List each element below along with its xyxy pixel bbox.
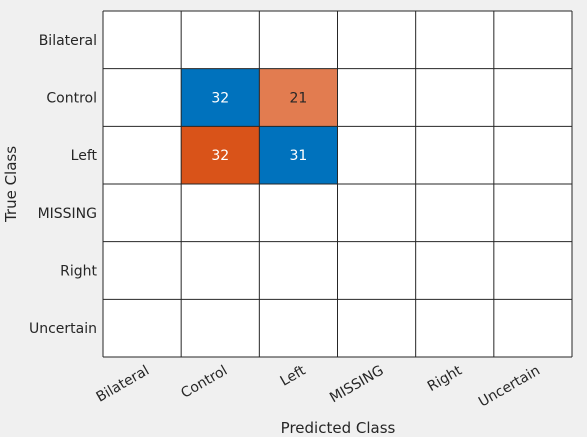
matrix-cell-bilateral-missing xyxy=(337,11,416,69)
cell-value-label: 32 xyxy=(211,91,229,107)
y-tick-label: MISSING xyxy=(38,206,97,222)
matrix-cell-right-uncertain xyxy=(493,241,572,300)
matrix-cell-right-missing xyxy=(337,241,416,300)
y-tick-label: Uncertain xyxy=(29,321,97,337)
matrix-cell-missing-missing xyxy=(337,184,416,242)
y-tick-label: Left xyxy=(71,148,98,164)
matrix-cell-uncertain-bilateral xyxy=(103,299,182,357)
matrix-cell-uncertain-right xyxy=(415,299,494,357)
matrix-cell-control-uncertain xyxy=(493,68,572,127)
matrix-cell-left-left xyxy=(259,126,338,184)
matrix-cell-right-left xyxy=(259,241,338,300)
matrix-cell-uncertain-missing xyxy=(337,299,416,357)
y-tick-label: Bilateral xyxy=(39,33,97,49)
cell-value-label: 32 xyxy=(211,148,229,164)
cell-value-label: 21 xyxy=(290,91,308,107)
matrix-cell-right-right xyxy=(415,241,494,300)
matrix-cell-right-bilateral xyxy=(103,241,182,300)
x-tick-label: Right xyxy=(425,362,465,395)
matrix-cell-missing-control xyxy=(181,184,260,242)
x-tick-labels: Bilateral Control Left MISSING Right Uncertai… xyxy=(94,362,543,410)
x-tick-label: MISSING xyxy=(327,363,386,407)
x-tick-label: Control xyxy=(178,363,230,402)
x-tick-label: Bilateral xyxy=(94,363,152,406)
grid-layer xyxy=(102,10,573,358)
matrix-cell-left-bilateral xyxy=(103,126,182,184)
matrix-cell-missing-left xyxy=(259,184,338,242)
matrix-cell-control-bilateral xyxy=(103,68,182,127)
matrix-cell-control-control xyxy=(181,68,260,127)
matrix-cell-bilateral-uncertain xyxy=(493,11,572,69)
cells-layer xyxy=(103,11,572,357)
cell-value-label: 31 xyxy=(290,148,308,164)
matrix-cell-left-control xyxy=(181,126,260,184)
matrix-cell-bilateral-control xyxy=(181,11,260,69)
matrix-cell-bilateral-left xyxy=(259,11,338,69)
matrix-cell-bilateral-bilateral xyxy=(103,11,182,69)
matrix-cell-left-right xyxy=(415,126,494,184)
matrix-cell-uncertain-uncertain xyxy=(493,299,572,357)
matrix-cell-missing-uncertain xyxy=(493,184,572,242)
matrix-cell-uncertain-control xyxy=(181,299,260,357)
matrix-cell-left-missing xyxy=(337,126,416,184)
matrix-cell-control-missing xyxy=(337,68,416,127)
y-tick-label: Control xyxy=(46,91,97,107)
x-tick-label: Left xyxy=(278,362,309,389)
matrix-cell-bilateral-right xyxy=(415,11,494,69)
matrix-cell-control-left xyxy=(259,68,338,127)
matrix-cell-uncertain-left xyxy=(259,299,338,357)
y-axis-title: True Class xyxy=(2,146,20,223)
y-tick-labels: Bilateral Control Left MISSING Right Uncertai… xyxy=(29,33,98,337)
matrix-cell-right-control xyxy=(181,241,260,300)
y-tick-label: Right xyxy=(60,264,97,280)
x-axis-title: Predicted Class xyxy=(281,419,396,437)
cell-labels-layer: 32 21 32 31 xyxy=(211,91,307,165)
matrix-cell-control-right xyxy=(415,68,494,127)
matrix-cell-left-uncertain xyxy=(493,126,572,184)
x-tick-label: Uncertain xyxy=(476,363,543,411)
matrix-cell-missing-bilateral xyxy=(103,184,182,242)
matrix-cell-missing-right xyxy=(415,184,494,242)
